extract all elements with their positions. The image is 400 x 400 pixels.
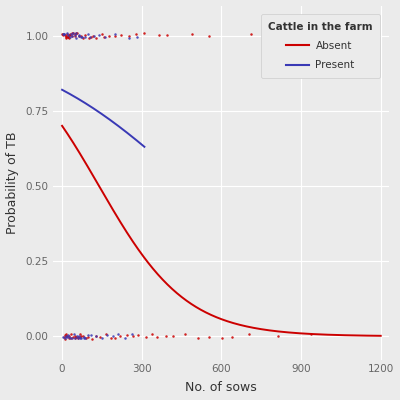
X-axis label: No. of sows: No. of sows [185,382,257,394]
Legend: Absent, Present: Absent, Present [261,14,380,78]
Y-axis label: Probability of TB: Probability of TB [6,132,18,234]
